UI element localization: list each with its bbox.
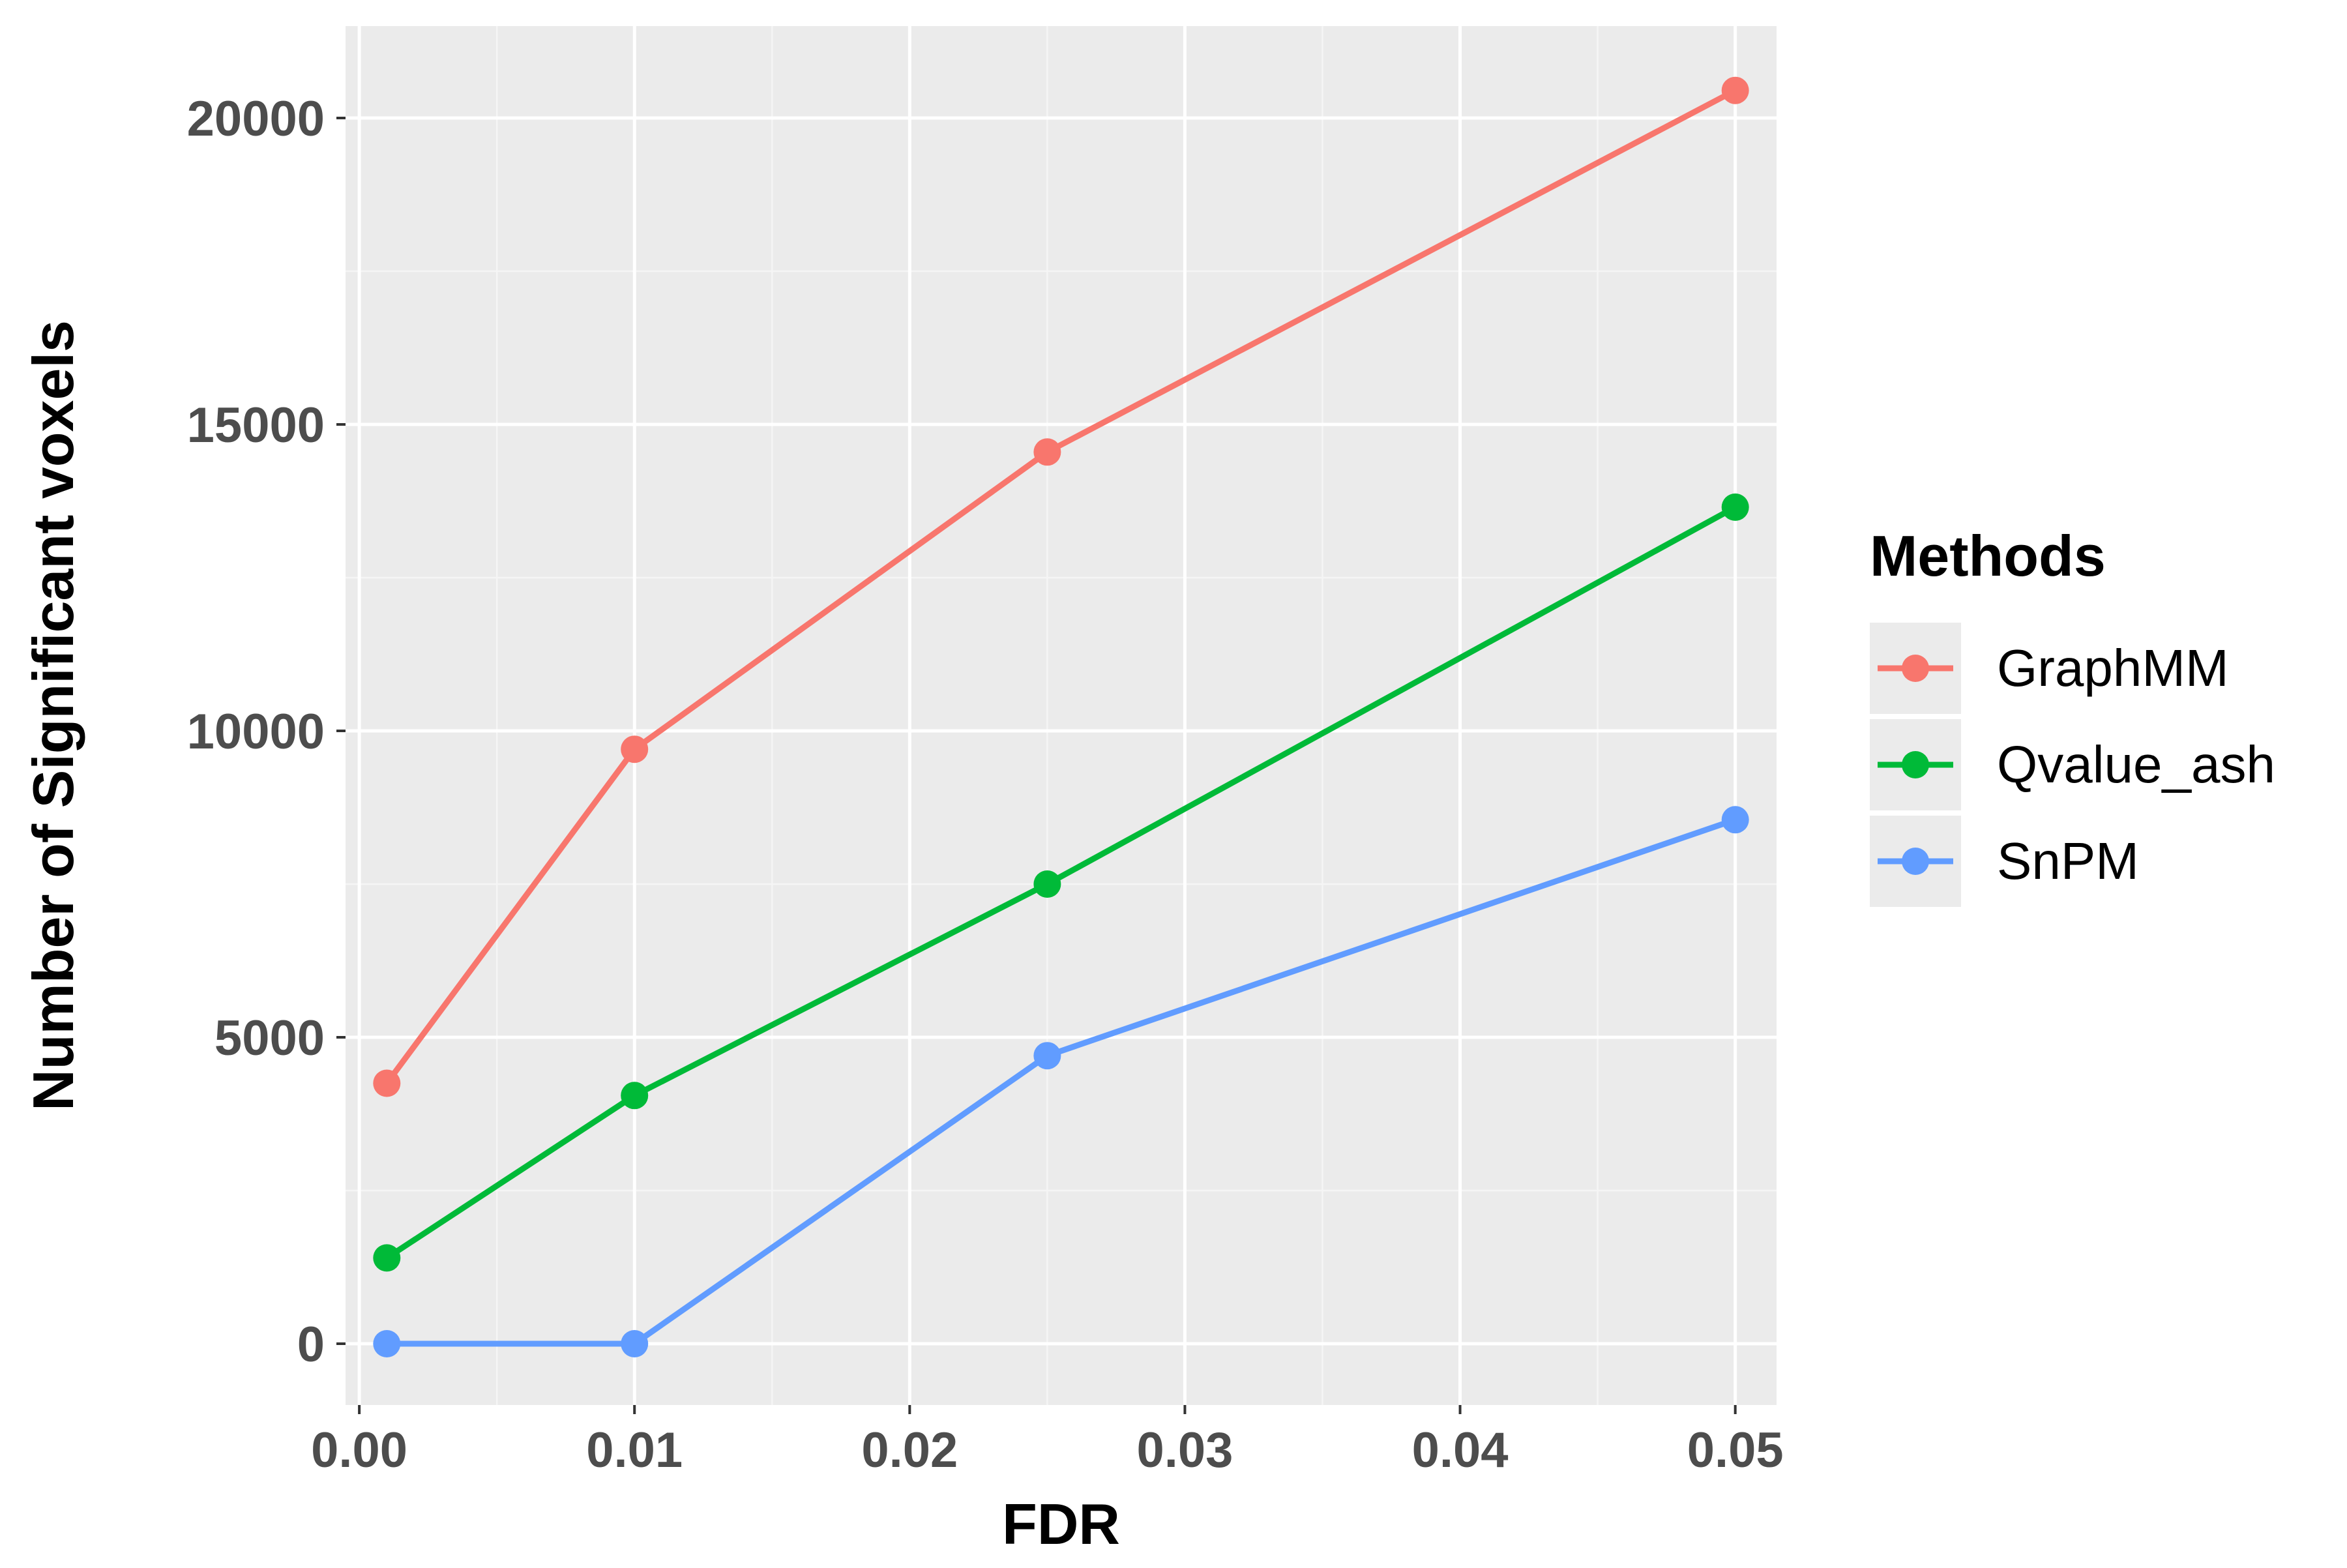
x-tick-label: 0.04 — [1412, 1423, 1509, 1478]
y-tick-label: 0 — [297, 1317, 325, 1372]
x-tick-label: 0.02 — [861, 1423, 958, 1478]
legend-item: SnPM — [1870, 816, 2139, 907]
legend-marker — [1902, 751, 1929, 778]
data-point — [1033, 870, 1061, 898]
series-qvalue-ash — [373, 493, 1749, 1272]
legend-item: Qvalue_ash — [1870, 719, 2275, 810]
legend-label: GraphMM — [1997, 639, 2229, 697]
data-point — [621, 1082, 649, 1110]
x-axis: 0.00 0.01 0.02 0.03 0.04 0.05 — [311, 1405, 1784, 1478]
data-point — [1033, 438, 1061, 466]
y-axis: 0 5000 10000 15000 20000 — [187, 91, 346, 1372]
data-point — [621, 1330, 649, 1357]
series-layer — [373, 76, 1749, 1357]
x-tick-label: 0.00 — [311, 1423, 407, 1478]
plot-panel — [346, 26, 1777, 1405]
data-point — [621, 735, 649, 763]
data-point — [373, 1330, 401, 1357]
series-line — [384, 87, 1737, 1086]
legend-marker — [1902, 655, 1929, 682]
y-tick-label: 5000 — [214, 1011, 325, 1066]
series-graphmm — [373, 76, 1749, 1097]
series-snpm — [373, 806, 1749, 1357]
legend-marker — [1902, 848, 1929, 875]
y-tick-label: 10000 — [187, 704, 325, 760]
data-point — [1721, 493, 1749, 521]
x-tick-label: 0.03 — [1136, 1423, 1233, 1478]
y-axis-title: Number of Significant voxels — [21, 320, 85, 1111]
series-line — [387, 817, 1737, 1347]
legend-title: Methods — [1870, 524, 2106, 588]
x-tick-label: 0.01 — [586, 1423, 683, 1478]
y-tick-label: 20000 — [187, 91, 325, 147]
data-point — [373, 1069, 401, 1097]
data-point — [373, 1244, 401, 1272]
data-point — [1721, 76, 1749, 104]
legend-item: GraphMM — [1870, 623, 2229, 714]
legend-label: SnPM — [1997, 832, 2139, 890]
series-line — [385, 504, 1737, 1261]
grid — [346, 26, 1777, 1405]
data-point — [1721, 806, 1749, 834]
legend: Methods GraphMM Qvalue_ash SnPM — [1870, 524, 2275, 907]
x-tick-label: 0.05 — [1687, 1423, 1784, 1478]
y-tick-label: 15000 — [187, 398, 325, 453]
x-axis-title: FDR — [1002, 1492, 1120, 1556]
legend-label: Qvalue_ash — [1997, 735, 2275, 793]
data-point — [1033, 1042, 1061, 1070]
